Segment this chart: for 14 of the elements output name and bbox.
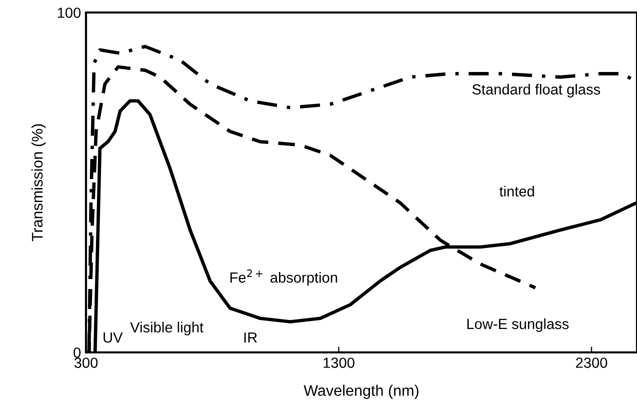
annotation: IR [244, 332, 257, 343]
x-tick-label: 2300 [576, 358, 608, 368]
x-tick-label: 1300 [324, 358, 354, 368]
text: Low-E sunglass [467, 318, 569, 332]
y-axis-title: Transmission (%) [31, 124, 46, 242]
y-tick-label: 100 [58, 8, 81, 18]
x-axis-title: Wavelength (nm) [304, 384, 418, 399]
annotation: UV [104, 332, 123, 343]
annotation: Fe$^{2+}$ absorption [230, 269, 338, 286]
annotation: Visible light [130, 322, 204, 336]
y-tick-label: 0 [74, 347, 81, 358]
x-tick-label: 300 [74, 358, 98, 368]
text: tinted [499, 186, 534, 197]
series-label: Standard float glass [472, 84, 600, 98]
